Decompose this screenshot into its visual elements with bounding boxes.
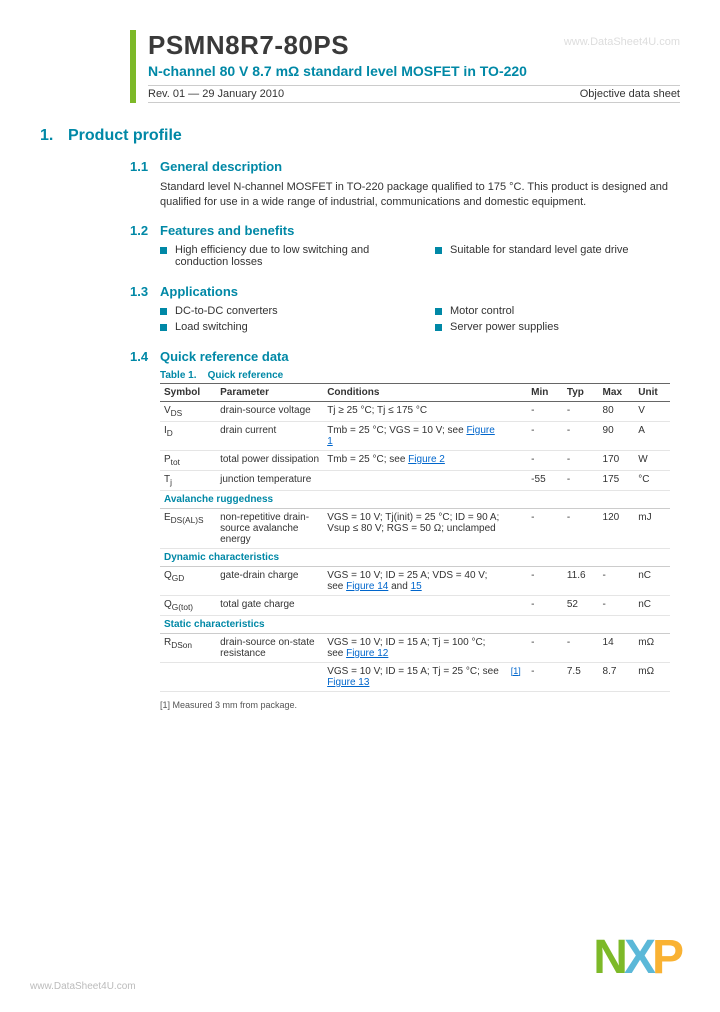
bullet-icon: [435, 247, 442, 254]
subsection-title: Applications: [160, 284, 238, 299]
subsection-title: General description: [160, 159, 282, 174]
app-text: Motor control: [450, 305, 514, 317]
th-conditions: Conditions: [323, 383, 507, 401]
table-subheader: Avalanche ruggedness: [160, 490, 670, 508]
features-col-1: High efficiency due to low switching and…: [160, 244, 405, 272]
table-subheader: Static characteristics: [160, 615, 670, 633]
app-text: DC-to-DC converters: [175, 305, 278, 317]
subsection-num: 1.3: [130, 284, 160, 299]
apps-col-2: Motor control Server power supplies: [435, 305, 680, 337]
section-heading-1: 1.Product profile: [40, 127, 680, 145]
bullet-icon: [160, 247, 167, 254]
logo-p: P: [652, 931, 680, 984]
app-text: Server power supplies: [450, 321, 559, 333]
subtitle: N-channel 80 V 8.7 mΩ standard level MOS…: [148, 63, 680, 79]
th-max: Max: [599, 383, 635, 401]
feature-text: Suitable for standard level gate drive: [450, 244, 629, 256]
app-item: DC-to-DC converters: [160, 305, 405, 317]
subsection-1-2: 1.2Features and benefits: [130, 223, 680, 238]
table-name: Quick reference: [208, 370, 284, 381]
app-text: Load switching: [175, 321, 248, 333]
logo-n: N: [593, 931, 624, 984]
revision-text: Rev. 01 — 29 January 2010: [148, 88, 284, 100]
apps-col-1: DC-to-DC converters Load switching: [160, 305, 405, 337]
table-caption: Table 1. Quick reference: [160, 370, 680, 381]
th-symbol: Symbol: [160, 383, 216, 401]
subsection-num: 1.4: [130, 349, 160, 364]
subsection-num: 1.2: [130, 223, 160, 238]
table-body: VDSdrain-source voltageTj ≥ 25 °C; Tj ≤ …: [160, 401, 670, 691]
section-num: 1.: [40, 127, 68, 145]
table-row: VDSdrain-source voltageTj ≥ 25 °C; Tj ≤ …: [160, 401, 670, 421]
bullet-icon: [160, 324, 167, 331]
app-item: Motor control: [435, 305, 680, 317]
th-unit: Unit: [634, 383, 670, 401]
nxp-logo: NXP: [593, 934, 680, 982]
th-parameter: Parameter: [216, 383, 323, 401]
subsection-1-4: 1.4Quick reference data: [130, 349, 680, 364]
subsection-title: Quick reference data: [160, 349, 289, 364]
watermark-top: www.DataSheet4U.com: [564, 36, 680, 48]
table-num: Table 1.: [160, 370, 197, 381]
applications-list: DC-to-DC converters Load switching Motor…: [160, 305, 680, 337]
features-list: High efficiency due to low switching and…: [160, 244, 680, 272]
bullet-icon: [435, 308, 442, 315]
th-typ: Typ: [563, 383, 599, 401]
description-text: Standard level N-channel MOSFET in TO-22…: [160, 180, 670, 211]
table-row: VGS = 10 V; ID = 15 A; Tj = 25 °C; see F…: [160, 662, 670, 691]
app-item: Load switching: [160, 321, 405, 333]
table-row: QG(tot)total gate charge-52-nC: [160, 595, 670, 615]
footnote: [1] Measured 3 mm from package.: [160, 700, 680, 710]
feature-item: Suitable for standard level gate drive: [435, 244, 680, 256]
feature-item: High efficiency due to low switching and…: [160, 244, 405, 268]
quick-reference-table: Symbol Parameter Conditions Min Typ Max …: [160, 383, 670, 692]
datasheet-page: www.DataSheet4U.com PSMN8R7-80PS N-chann…: [0, 0, 720, 1012]
table-row: EDS(AL)Snon-repetitive drain-source aval…: [160, 508, 670, 548]
table-row: Tjjunction temperature-55-175°C: [160, 470, 670, 490]
subsection-1-1: 1.1General description: [130, 159, 680, 174]
bullet-icon: [435, 324, 442, 331]
logo-x: X: [624, 931, 652, 984]
feature-text: High efficiency due to low switching and…: [175, 244, 405, 268]
bullet-icon: [160, 308, 167, 315]
section-title: Product profile: [68, 127, 182, 144]
doc-type: Objective data sheet: [580, 88, 680, 100]
features-col-2: Suitable for standard level gate drive: [435, 244, 680, 272]
watermark-bottom: www.DataSheet4U.com: [30, 981, 136, 992]
revision-line: Rev. 01 — 29 January 2010 Objective data…: [148, 85, 680, 103]
table-row: QGDgate-drain chargeVGS = 10 V; ID = 25 …: [160, 566, 670, 595]
table-subheader: Dynamic characteristics: [160, 548, 670, 566]
table-row: Ptottotal power dissipationTmb = 25 °C; …: [160, 450, 670, 470]
table-row: IDdrain currentTmb = 25 °C; VGS = 10 V; …: [160, 421, 670, 450]
app-item: Server power supplies: [435, 321, 680, 333]
th-min: Min: [527, 383, 563, 401]
table-row: RDSondrain-source on-state resistanceVGS…: [160, 633, 670, 662]
th-note: [507, 383, 527, 401]
subsection-num: 1.1: [130, 159, 160, 174]
table-header-row: Symbol Parameter Conditions Min Typ Max …: [160, 383, 670, 401]
subsection-title: Features and benefits: [160, 223, 294, 238]
subsection-1-3: 1.3Applications: [130, 284, 680, 299]
